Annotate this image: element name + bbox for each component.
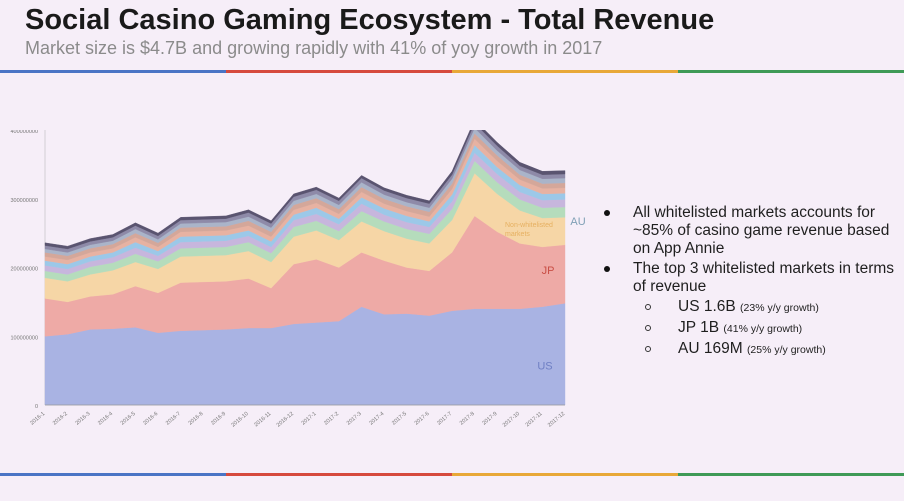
market-item-jp: JP 1B (41% y/y growth) — [600, 319, 900, 340]
market-item-us: US 1.6B (23% y/y growth) — [600, 298, 900, 319]
x-tick-label: 2017-1 — [301, 411, 318, 427]
y-tick-label: 0 — [35, 404, 38, 410]
note-bullet-coverage: All whitelisted markets accounts for ~85… — [600, 204, 900, 258]
series-annotations: AU Non-whitelisted markets JP US — [505, 216, 586, 372]
slide-subtitle: Market size is $4.7B and growing rapidly… — [25, 38, 603, 58]
x-tick-label: 2017-2 — [323, 411, 340, 427]
y-tick-label: 300000000 — [10, 198, 38, 204]
rule-segment-yellow — [452, 70, 678, 73]
x-tick-label: 2017-8 — [459, 411, 476, 427]
notes-panel: All whitelisted markets accounts for ~85… — [600, 204, 900, 361]
x-tick-label: 2016-9 — [210, 411, 227, 427]
note-bullet-top-markets: The top 3 whitelisted markets in terms o… — [600, 260, 900, 296]
y-axis: 0 100000000 200000000 300000000 400000000 — [10, 130, 46, 410]
x-tick-label: 2017-11 — [525, 411, 544, 428]
market-growth: (41% y/y growth) — [723, 323, 803, 335]
rule-segment-yellow — [452, 473, 678, 476]
market-label: JP 1B — [678, 319, 720, 336]
x-tick-label: 2016-10 — [230, 411, 249, 429]
area-series-group — [44, 130, 566, 406]
x-tick-label: 2017-6 — [414, 411, 431, 427]
rule-segment-red — [226, 473, 452, 476]
x-tick-label: 2017-3 — [346, 411, 363, 427]
x-tick-label: 2016-12 — [276, 411, 295, 429]
market-label: AU 169M — [678, 340, 743, 357]
rule-segment-blue — [0, 473, 226, 476]
y-tick-label: 200000000 — [10, 267, 38, 273]
x-tick-label: 2016-3 — [75, 411, 92, 427]
x-tick-label: 2016-2 — [52, 411, 69, 427]
market-growth: (23% y/y growth) — [740, 302, 819, 314]
slide-title: Social Casino Gaming Ecosystem - Total R… — [25, 4, 715, 36]
market-growth: (25% y/y growth) — [746, 344, 826, 356]
y-tick-label: 100000000 — [10, 335, 38, 341]
x-tick-label: 2017-7 — [436, 411, 453, 427]
market-item-au: AU 169M (25% y/y growth) — [600, 340, 900, 361]
x-axis: 2016-1 2016-2 2016-3 2016-4 2016-5 2016-6 2016… — [29, 404, 566, 429]
area-series-minor-10 — [44, 130, 566, 250]
x-tick-label: 2016-8 — [188, 411, 205, 427]
x-tick-label: 2017-12 — [547, 411, 566, 429]
x-tick-label: 2017-4 — [368, 411, 385, 427]
rule-segment-green — [678, 473, 904, 476]
x-tick-label: 2016-6 — [142, 411, 159, 427]
rule-segment-blue — [0, 70, 226, 73]
x-tick-label: 2016-5 — [120, 411, 137, 427]
x-tick-label: 2017-5 — [391, 411, 408, 427]
x-tick-label: 2016-11 — [253, 411, 272, 428]
rule-segment-red — [226, 70, 452, 73]
x-tick-label: 2016-1 — [29, 411, 46, 427]
annotation-au: AU — [570, 216, 585, 228]
revenue-stacked-area-chart: 0 100000000 200000000 300000000 400000000 20… — [10, 130, 586, 429]
annotation-jp: JP — [542, 265, 555, 277]
bottom-color-rule — [0, 473, 904, 476]
rule-segment-green — [678, 70, 904, 73]
annotation-non-whitelisted-markets: Non-whitelisted markets — [505, 222, 553, 238]
x-tick-label: 2017-10 — [502, 411, 521, 429]
x-tick-label: 2016-4 — [97, 411, 114, 427]
y-tick-label: 400000000 — [10, 130, 38, 135]
x-tick-label: 2016-7 — [165, 411, 182, 427]
annotation-us: US — [537, 360, 552, 372]
x-tick-label: 2017-9 — [481, 411, 498, 427]
market-label: US 1.6B — [678, 298, 736, 315]
top-color-rule — [0, 70, 904, 73]
